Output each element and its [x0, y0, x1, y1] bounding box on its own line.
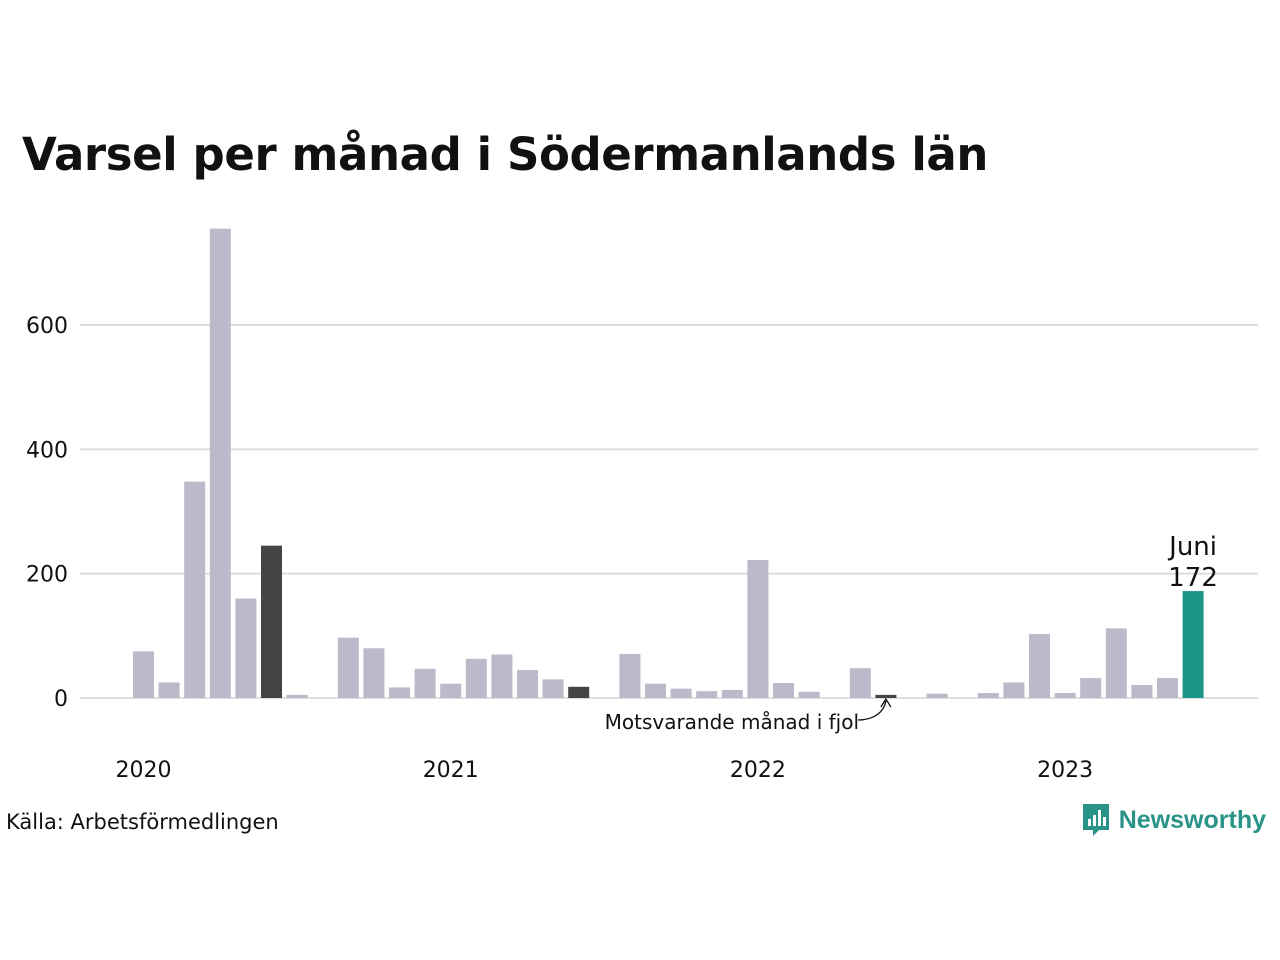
bar-2021-10 — [670, 688, 692, 698]
bar-2022-12 — [1029, 633, 1050, 698]
bar-2021-11 — [696, 691, 718, 698]
bar-2022-01 — [747, 559, 769, 698]
bar-2022-11 — [1003, 682, 1025, 698]
bar-2021-08 — [619, 653, 641, 698]
annotation-arrowhead — [880, 697, 892, 708]
y-tick-label: 600 — [26, 314, 68, 339]
x-year-label: 2023 — [1037, 758, 1093, 783]
chart-title: Varsel per månad i Södermanlands län — [22, 128, 988, 181]
x-year-label: 2022 — [730, 758, 786, 783]
bar-2020-12 — [414, 668, 436, 698]
bar-2021-03 — [491, 654, 513, 698]
bar-2021-01 — [440, 683, 462, 698]
annotation-arrow — [857, 700, 887, 721]
bar-2020-09 — [337, 637, 359, 698]
bar-2023-03 — [1105, 628, 1127, 698]
bar-2021-09 — [645, 683, 666, 698]
bar-2023-01 — [1054, 693, 1076, 698]
bar-2022-02 — [773, 683, 794, 698]
y-tick-label: 400 — [26, 438, 68, 463]
bar-2020-04 — [209, 228, 231, 698]
y-tick-label: 200 — [26, 563, 68, 588]
y-tick-label: 0 — [54, 687, 68, 712]
bar-2023-06 — [1182, 591, 1204, 698]
highlight-value-label: 172 — [1168, 563, 1218, 593]
bar-2020-05 — [235, 598, 257, 698]
newsworthy-logo-icon — [1082, 804, 1109, 836]
bar-2022-10 — [977, 693, 999, 698]
bar-2021-06 — [568, 686, 590, 698]
bar-2020-06 — [261, 545, 282, 698]
bar-2021-04 — [517, 670, 538, 698]
source-note: Källa: Arbetsförmedlingen — [6, 810, 279, 834]
bar-2020-02 — [158, 682, 180, 698]
bar-2020-03 — [184, 481, 206, 698]
x-year-label: 2020 — [116, 758, 172, 783]
highlight-month-label: Juni — [1167, 532, 1217, 562]
bar-2020-11 — [389, 687, 410, 698]
bar-2023-05 — [1157, 678, 1178, 698]
bar-2020-01 — [133, 651, 154, 698]
bar-2022-05 — [849, 668, 871, 698]
x-year-label: 2021 — [423, 758, 479, 783]
bar-2022-06 — [875, 694, 897, 698]
bar-chart: 0 200 400 600 2020 2021 2022 2023 Motsvarande må… — [26, 228, 1258, 783]
bar-2022-08 — [926, 693, 948, 698]
brand-name: Newsworthy — [1118, 805, 1266, 834]
brand-logo: Newsworthy — [1081, 802, 1266, 838]
bar-2023-04 — [1131, 684, 1153, 698]
bar-2020-10 — [363, 648, 385, 698]
bar-2023-02 — [1080, 678, 1102, 698]
bar-2021-02 — [465, 658, 487, 698]
bar-2021-05 — [542, 679, 564, 698]
annotation-text: Motsvarande månad i fjol — [605, 710, 859, 734]
bar-2022-03 — [798, 691, 820, 698]
bar-2021-12 — [721, 689, 743, 698]
bar-2020-07 — [286, 694, 308, 698]
